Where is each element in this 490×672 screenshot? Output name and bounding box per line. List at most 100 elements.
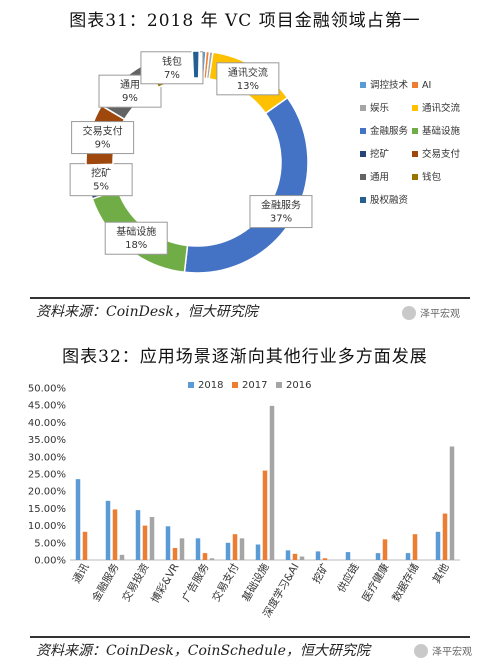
watermark: 泽平宏观 — [402, 305, 460, 320]
x-tick-label-1: 金融服务 — [89, 561, 122, 604]
svg-text:通讯交流: 通讯交流 — [228, 66, 268, 79]
svg-text:37%: 37% — [270, 214, 292, 225]
bar-2017-7 — [292, 553, 298, 560]
bar-2018-4 — [195, 538, 201, 560]
bar-2018-2 — [135, 510, 141, 560]
x-tick-label-2: 交易投资 — [119, 561, 151, 604]
x-tick-label-9: 供应链 — [335, 561, 362, 595]
pie-label-3: 通讯交流 13% — [216, 62, 280, 96]
watermark-2: 泽平宏观 — [414, 643, 472, 658]
y-tick-label: 45.00% — [28, 401, 66, 412]
bar-2018-10 — [375, 553, 381, 560]
bar-legend-item-2: 2016 — [276, 380, 311, 391]
svg-text:钱包: 钱包 — [162, 55, 182, 68]
x-tick-label-12: 其他 — [430, 561, 452, 586]
svg-text:13%: 13% — [237, 81, 259, 92]
pie-legend-item-1: AI — [412, 80, 431, 91]
wechat-icon-2 — [414, 643, 428, 658]
bar-2016-4 — [209, 558, 215, 560]
bar-2018-11 — [405, 553, 411, 560]
y-tick-label: 30.00% — [28, 452, 66, 463]
pie-legend-item-2: 娱乐 — [360, 102, 390, 114]
bar-2017-1 — [112, 509, 118, 560]
bar-2017-5 — [232, 534, 238, 560]
x-tick-label-4: 广告服务 — [179, 561, 212, 604]
svg-text:交易支付: 交易支付 — [83, 125, 123, 138]
x-tick-label-10: 医疗健康 — [359, 561, 392, 604]
pie-legend-item-3: 通讯交流 — [412, 102, 460, 114]
bar-2018-3 — [165, 526, 171, 560]
svg-text:金融服务: 金融服务 — [370, 125, 409, 137]
x-tick-label-8: 挖矿 — [310, 561, 332, 586]
bar-chart: 2018 2017 2016 0.00% 5.00% 10.00% 15.00% 20.00%… — [28, 380, 460, 620]
figure2-title: 图表32：应用场景逐渐向其他行业多方面发展 — [62, 347, 428, 367]
svg-text:钱包: 钱包 — [422, 171, 442, 183]
svg-text:基础设施: 基础设施 — [422, 125, 460, 137]
figure1-divider — [30, 297, 470, 299]
y-tick-label: 40.00% — [28, 418, 66, 429]
svg-text:基础设施: 基础设施 — [116, 225, 156, 238]
pie-legend-item-5: 基础设施 — [412, 125, 460, 137]
bar-2018-8 — [315, 551, 321, 560]
svg-text:调控技术: 调控技术 — [370, 79, 409, 91]
pie-legend-item-10: 股权融资 — [360, 194, 409, 206]
svg-text:挖矿: 挖矿 — [370, 148, 390, 160]
pie-label-7: 交易支付 9% — [71, 121, 135, 155]
svg-text:挖矿: 挖矿 — [91, 167, 111, 180]
svg-text:娱乐: 娱乐 — [370, 102, 390, 114]
svg-text:通用: 通用 — [370, 172, 389, 183]
y-tick-label: 15.00% — [28, 504, 66, 515]
svg-text:金融服务: 金融服务 — [261, 199, 301, 212]
pie-label-6: 挖矿 5% — [69, 163, 133, 197]
pie-legend-item-0: 调控技术 — [360, 79, 409, 91]
y-tick-label: 50.00% — [28, 384, 66, 395]
wechat-icon — [402, 305, 416, 320]
svg-text:9%: 9% — [122, 93, 138, 104]
y-tick-label: 5.00% — [34, 538, 66, 549]
svg-text:股权融资: 股权融资 — [370, 194, 409, 206]
bar-2016-7 — [299, 556, 305, 560]
figure1-source: 资料来源：CoinDesk，恒大研究院 — [36, 304, 258, 320]
bar-2017-0 — [82, 531, 88, 560]
y-tick-label: 10.00% — [28, 521, 66, 532]
bar-2018-6 — [255, 544, 261, 560]
bar-2017-8 — [322, 558, 328, 560]
bar-2016-5 — [239, 538, 245, 560]
bar-2017-10 — [382, 539, 388, 560]
bar-2016-2 — [149, 517, 155, 560]
svg-text:9%: 9% — [95, 140, 111, 151]
svg-text:AI: AI — [422, 80, 431, 91]
pie-legend-item-6: 挖矿 — [360, 148, 390, 160]
bar-2017-3 — [172, 547, 178, 560]
svg-text:5%: 5% — [93, 182, 109, 193]
svg-text:交易支付: 交易支付 — [422, 148, 460, 160]
bar-2016-3 — [179, 538, 185, 560]
watermark-text-2: 泽平宏观 — [432, 647, 472, 658]
bar-2016-12 — [449, 446, 455, 560]
svg-text:2016: 2016 — [286, 380, 311, 391]
pie-slice-10 — [191, 50, 200, 79]
svg-text:2017: 2017 — [242, 380, 267, 391]
svg-text:通用: 通用 — [120, 79, 140, 91]
bar-2018-5 — [225, 542, 231, 560]
bar-legend-item-0: 2018 — [188, 380, 223, 391]
y-tick-label: 0.00% — [34, 556, 66, 567]
y-tick-label: 20.00% — [28, 487, 66, 498]
bar-2017-6 — [262, 470, 268, 560]
pie-slice-4 — [183, 96, 309, 274]
x-tick-label-5: 交易支付 — [209, 561, 241, 604]
bar-2018-9 — [345, 552, 351, 560]
bar-2016-1 — [119, 554, 125, 560]
bar-2017-11 — [412, 534, 418, 560]
figure2-source: 资料来源：CoinDesk，CoinSchedule，恒大研究院 — [36, 643, 370, 659]
pie-label-5: 基础设施 18% — [104, 221, 168, 255]
pie-legend-item-4: 金融服务 — [360, 125, 409, 137]
bar-2017-4 — [202, 553, 208, 560]
bar-2018-12 — [435, 531, 441, 560]
bar-2016-6 — [269, 405, 275, 560]
bar-2017-12 — [442, 513, 448, 560]
y-tick-label: 25.00% — [28, 470, 66, 481]
x-tick-label-3: 博彩&VR — [149, 561, 182, 605]
svg-text:2018: 2018 — [198, 380, 223, 391]
doughnut-chart: 通讯交流 13% 金融服务 37% 基础设施 18% 挖矿 5% 交易支付 9% 通用 9% 钱包 7% 调… — [69, 50, 460, 274]
